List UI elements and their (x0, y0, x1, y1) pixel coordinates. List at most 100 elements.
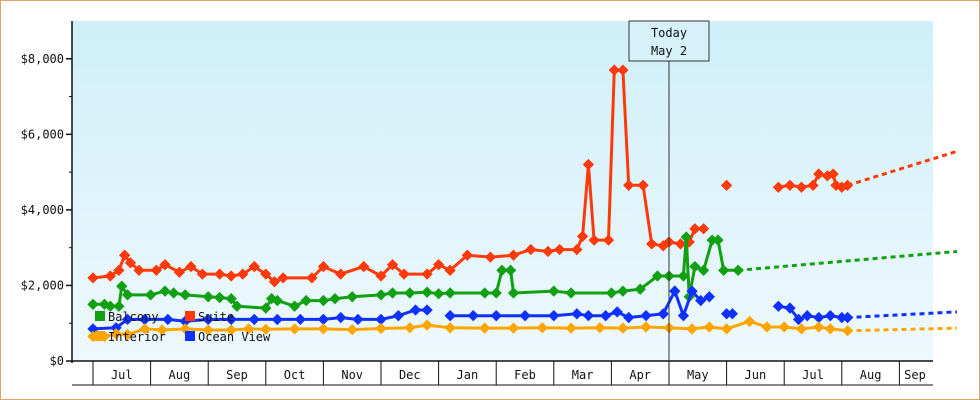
interior-point (507, 322, 520, 334)
interior-point (421, 319, 433, 331)
legend-swatch-ocean-view (185, 331, 195, 341)
balcony-point (565, 287, 577, 299)
balcony-point (479, 287, 491, 299)
ocean-view-point (392, 310, 404, 322)
legend: Balcony Suite Interior Ocean View (95, 310, 271, 344)
ocean-view-forecast-line (847, 310, 958, 320)
ocean-view-point (582, 309, 595, 322)
ocean-view-point (409, 304, 422, 316)
suite-point (225, 270, 237, 282)
suite-point (306, 272, 318, 284)
balcony-point (300, 294, 312, 307)
interior-point (761, 321, 773, 333)
suite-point (795, 181, 808, 193)
balcony-point (677, 270, 690, 282)
suite-point (268, 276, 281, 288)
x-tick-label: May (687, 368, 709, 382)
balcony-point (496, 264, 508, 276)
suite-point (277, 272, 289, 284)
balcony-point (202, 291, 214, 303)
suite-forecast-line (847, 149, 958, 187)
x-tick-label: Dec (399, 368, 421, 382)
interior-point (260, 323, 272, 335)
interior-point (686, 323, 698, 335)
legend-swatch-suite (185, 311, 195, 321)
legend-swatch-balcony (95, 311, 105, 321)
suite-point (375, 270, 387, 282)
interior-point (346, 323, 358, 336)
x-tick-label: Mar (572, 368, 594, 382)
ocean-view-point (784, 302, 796, 314)
balcony-point (113, 300, 125, 312)
interior-point (404, 322, 416, 334)
suite-point (576, 230, 589, 242)
legend-label-balcony: Balcony (108, 310, 159, 324)
ocean-view-point (444, 310, 456, 322)
legend-label-suite: Suite (198, 310, 234, 324)
suite-point (196, 268, 209, 280)
y-tick-label: $8,000 (21, 52, 64, 66)
x-tick-label: Jul (111, 368, 133, 382)
y-tick-label: $4,000 (21, 203, 64, 217)
suite-point (432, 259, 445, 271)
interior-point (225, 324, 237, 336)
interior-point (720, 323, 733, 335)
suite-point (398, 268, 410, 280)
suite-point (104, 270, 116, 282)
x-tick-label: Apr (629, 368, 651, 382)
ocean-view-point (202, 313, 214, 326)
ocean-view-point (121, 313, 134, 326)
balcony-point (214, 291, 226, 304)
balcony-point (548, 285, 560, 297)
suite-point (119, 249, 131, 261)
ocean-view-point (421, 304, 433, 316)
today-label: Today (651, 26, 687, 40)
balcony-point (605, 287, 618, 299)
suite-point (623, 179, 635, 191)
axis-layer: $0 $2,000 $4,000 $6,000 $8,000 Jul Aug Sep Oct No… (21, 21, 933, 386)
today-marker: Today May 2 (628, 20, 710, 361)
balcony-point (651, 270, 664, 282)
x-tick-label: Jul (802, 368, 824, 382)
balcony-forecast-line (737, 249, 958, 272)
suite-point (214, 268, 226, 280)
ocean-view-point (490, 310, 502, 322)
suite-point (827, 168, 839, 180)
x-tick-label: Aug (860, 368, 882, 382)
interior-point (565, 322, 577, 334)
suite-point (248, 260, 260, 273)
suite-point (813, 168, 825, 180)
balcony-point (346, 291, 358, 303)
legend-label-interior: Interior (108, 330, 166, 344)
balcony-point (329, 293, 341, 305)
interior-forecast-line (847, 326, 958, 333)
suite-point (421, 268, 433, 280)
balcony-point (386, 287, 399, 299)
balcony-point (432, 288, 445, 300)
ocean-view-point (467, 309, 479, 322)
balcony-point (231, 300, 243, 312)
interior-point (242, 323, 255, 335)
balcony-point (507, 287, 520, 299)
ocean-view-point (669, 285, 681, 297)
suite-point (386, 259, 399, 271)
balcony-point (697, 264, 710, 276)
interior-point (813, 321, 825, 333)
x-tick-label: Jun (745, 368, 767, 382)
balcony-point (444, 287, 456, 299)
x-tick-label: Feb (514, 368, 536, 382)
balcony-point (225, 293, 237, 305)
balcony-point (288, 300, 301, 312)
suite-point (358, 260, 370, 273)
y-tick-label: $0 (50, 354, 64, 368)
ocean-view-point (813, 311, 825, 324)
interior-point (640, 321, 652, 333)
interior-point (536, 322, 548, 334)
interior-point (778, 321, 790, 333)
ocean-view-point (726, 308, 739, 320)
x-tick-label: Oct (284, 368, 306, 382)
interior-point (703, 321, 715, 333)
ocean-view-point (657, 308, 669, 320)
suite-point (608, 64, 620, 76)
x-tick-label: Sep (904, 368, 926, 382)
